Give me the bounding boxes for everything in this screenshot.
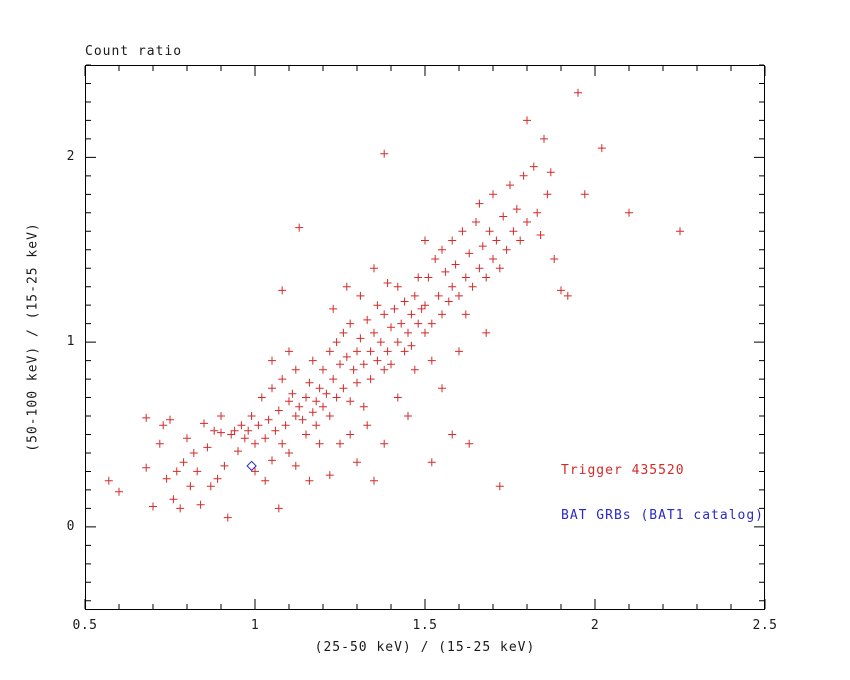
- x-tick-label: 2.5: [752, 618, 778, 633]
- x-tick-label: 1.5: [412, 618, 438, 633]
- axis-box: [85, 65, 765, 610]
- blue-diamond-point: [246, 460, 257, 472]
- axis-ticks: [84, 64, 766, 609]
- x-tick-label: 0.5: [72, 618, 98, 633]
- plot-area: [84, 64, 766, 610]
- legend-trigger-label: Trigger 435520: [561, 463, 685, 478]
- x-axis-label: (25-50 keV) / (15-25 keV): [314, 640, 536, 655]
- x-tick-label: 2: [590, 618, 600, 633]
- y-tick-label: 2: [66, 149, 75, 165]
- y-tick-label: 1: [66, 334, 75, 350]
- plot-title: Count ratio: [85, 44, 183, 59]
- legend-catalog-label: BAT GRBs (BAT1 catalog): [561, 508, 765, 523]
- x-tick-label: 1: [250, 618, 260, 633]
- red-plus-points: [104, 88, 684, 522]
- y-tick-label: 0: [66, 518, 75, 534]
